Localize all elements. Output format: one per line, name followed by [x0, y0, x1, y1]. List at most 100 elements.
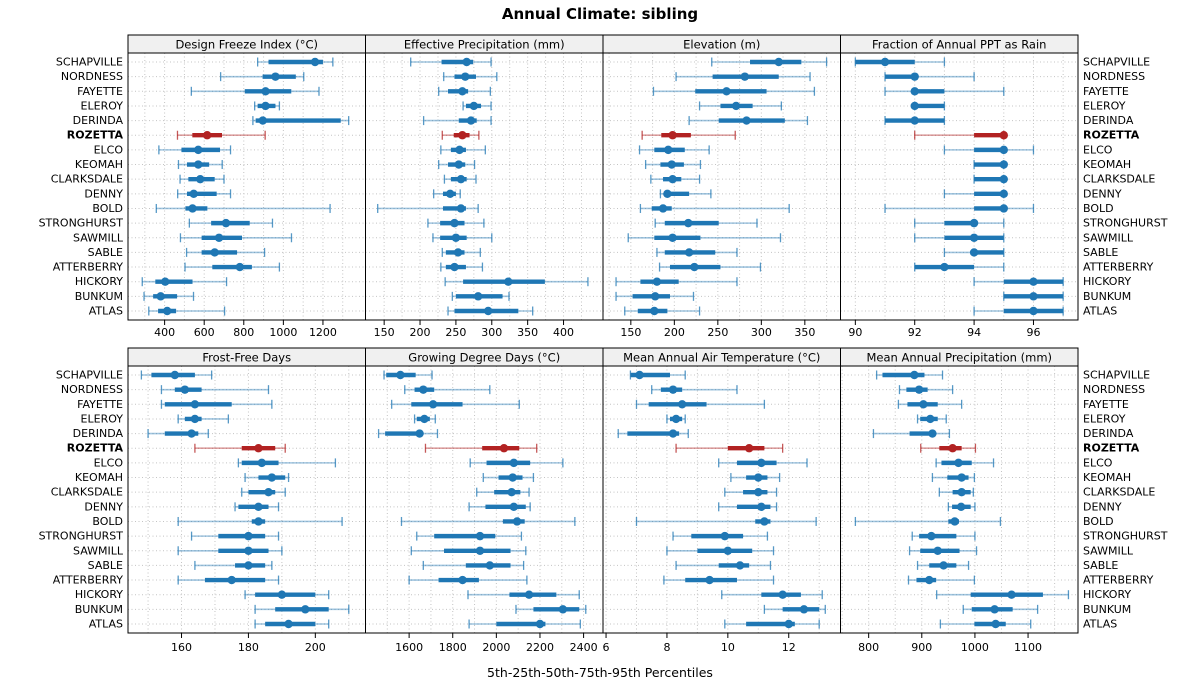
panel-strip-label: Fraction of Annual PPT as Rain	[872, 38, 1046, 52]
median-dot	[948, 444, 957, 453]
whisker-row-bold	[377, 203, 479, 213]
whisker-row-hickory	[615, 277, 738, 287]
whisker-row-rozetta	[441, 130, 480, 140]
row-label-left: NORDNESS	[61, 70, 123, 83]
panel-frost-free-days: Frost-Free Days 160 180 200	[127, 347, 366, 654]
median-dot	[990, 605, 999, 614]
whisker-row-bunkum	[763, 604, 826, 614]
median-dot	[458, 87, 467, 96]
whisker-row-atlas	[254, 619, 330, 629]
row-label-left: ELEROY	[81, 99, 124, 112]
row-label-right: SAWMILL	[1083, 231, 1134, 244]
median-dot	[170, 370, 180, 380]
median-dot	[509, 458, 519, 468]
row-label-right: SCHAPVILLE	[1083, 369, 1150, 382]
whisker-row-rozetta	[424, 443, 538, 453]
tick-label: 2200	[526, 641, 554, 654]
median-dot	[925, 575, 934, 585]
row-label-left: SCHAPVILLE	[56, 56, 123, 69]
tick-label: 200	[664, 326, 685, 339]
median-dot	[244, 546, 253, 555]
whisker-row-derinda	[688, 116, 809, 126]
whisker-row-nordness	[651, 385, 738, 395]
row-label-right: ELEROY	[1083, 99, 1126, 112]
whisker-row-hickory	[721, 590, 823, 600]
row-label-right: NORDNESS	[1083, 383, 1145, 396]
median-dot	[668, 174, 677, 184]
whisker-row-hickory	[936, 590, 1070, 600]
tick-label: 12	[782, 641, 796, 654]
whisker-row-schapville	[140, 370, 213, 380]
median-dot	[954, 458, 963, 468]
row-label-left: KEOMAH	[75, 158, 123, 171]
median-dot	[668, 385, 678, 394]
whisker-row-stronghurst	[416, 531, 523, 541]
panel-effective-precipitation-mm: Effective Precipitation (mm) 150 200 250 300…	[365, 34, 604, 339]
median-dot	[469, 101, 479, 111]
row-label-right: DENNY	[1083, 187, 1122, 200]
panel-strip-label: Elevation (m)	[683, 38, 760, 52]
tick-label: 900	[911, 641, 932, 654]
median-dot	[999, 145, 1008, 155]
median-dot	[453, 248, 463, 257]
tick-label: 350	[794, 326, 815, 339]
median-dot	[969, 248, 979, 257]
median-dot	[635, 370, 644, 380]
row-label-right: SABLE	[1083, 246, 1118, 259]
median-dot	[162, 306, 172, 316]
whisker-row-eleroy	[177, 414, 230, 424]
median-dot	[210, 248, 219, 257]
median-dot	[731, 101, 741, 111]
median-dot	[664, 145, 673, 155]
whisker-row-clarksdale	[179, 174, 225, 184]
median-dot	[1029, 292, 1038, 301]
median-dot	[415, 429, 424, 438]
whisker-row-schapville	[875, 370, 944, 380]
whisker-row-clarksdale	[476, 487, 530, 497]
median-dot	[558, 605, 568, 614]
row-label-right: DENNY	[1083, 500, 1122, 513]
median-dot	[677, 400, 687, 409]
whisker-row-sawmill	[432, 233, 493, 243]
row-label-right: BOLD	[1083, 515, 1114, 528]
whisker-row-rozetta	[675, 443, 784, 453]
median-dot	[235, 262, 245, 272]
row-label-right: ELCO	[1083, 456, 1113, 469]
row-label-left: ATTERBERRY	[53, 574, 124, 587]
row-label-left: DENNY	[84, 500, 123, 513]
whisker-row-atterberry	[440, 262, 484, 272]
whisker-row-atlas	[973, 306, 1064, 316]
whisker-row-derinda	[377, 429, 439, 439]
row-label-right: CLARKSDALE	[1083, 173, 1155, 186]
median-dot	[451, 233, 461, 242]
median-dot	[652, 277, 662, 286]
median-dot	[504, 277, 513, 286]
median-dot	[999, 131, 1008, 140]
x-axis: 90 92 94 96	[848, 320, 1040, 339]
whisker-row-bunkum	[615, 291, 695, 301]
median-dot	[939, 561, 948, 570]
median-dot	[957, 487, 966, 497]
tick-label: 2000	[482, 641, 510, 654]
percentile-axis-caption: 5th-25th-50th-75th-95th Percentiles	[487, 665, 713, 680]
x-axis: 150 200 250 300 350	[620, 320, 815, 339]
row-label-right: FAYETTE	[1083, 398, 1129, 411]
median-dot	[991, 619, 1000, 629]
median-dot	[757, 502, 766, 512]
median-dot	[926, 414, 935, 424]
whisker-row-sawmill	[908, 546, 978, 556]
median-dot	[744, 444, 754, 453]
median-dot	[254, 444, 263, 453]
row-label-right: KEOMAH	[1083, 471, 1131, 484]
whisker-row-atlas	[624, 306, 701, 316]
row-label-right: ATTERBERRY	[1083, 261, 1154, 274]
whisker-row-stronghurst	[654, 218, 758, 228]
median-dot	[1007, 590, 1016, 599]
whisker-row-keomah	[438, 160, 476, 170]
row-label-left: BOLD	[92, 202, 123, 215]
whisker-row-atlas	[939, 619, 1032, 629]
whisker-row-stronghurst	[911, 531, 976, 541]
whisker-row-rozetta	[641, 130, 736, 140]
